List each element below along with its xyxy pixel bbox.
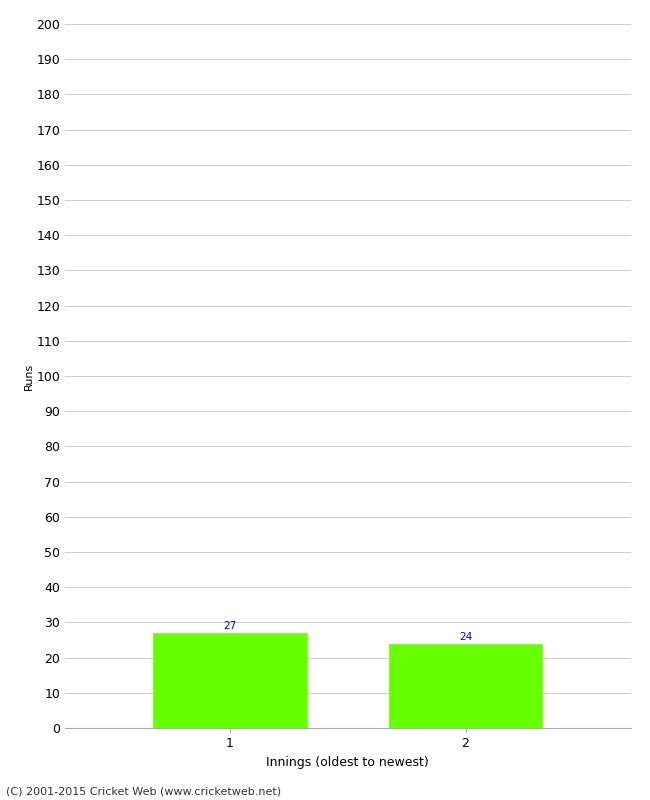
Y-axis label: Runs: Runs [23, 362, 34, 390]
Text: 27: 27 [224, 621, 237, 631]
Text: (C) 2001-2015 Cricket Web (www.cricketweb.net): (C) 2001-2015 Cricket Web (www.cricketwe… [6, 786, 281, 796]
Bar [389, 643, 542, 728]
Bar [153, 633, 307, 728]
X-axis label: Innings (oldest to newest): Innings (oldest to newest) [266, 755, 429, 769]
Text: 24: 24 [459, 632, 472, 642]
